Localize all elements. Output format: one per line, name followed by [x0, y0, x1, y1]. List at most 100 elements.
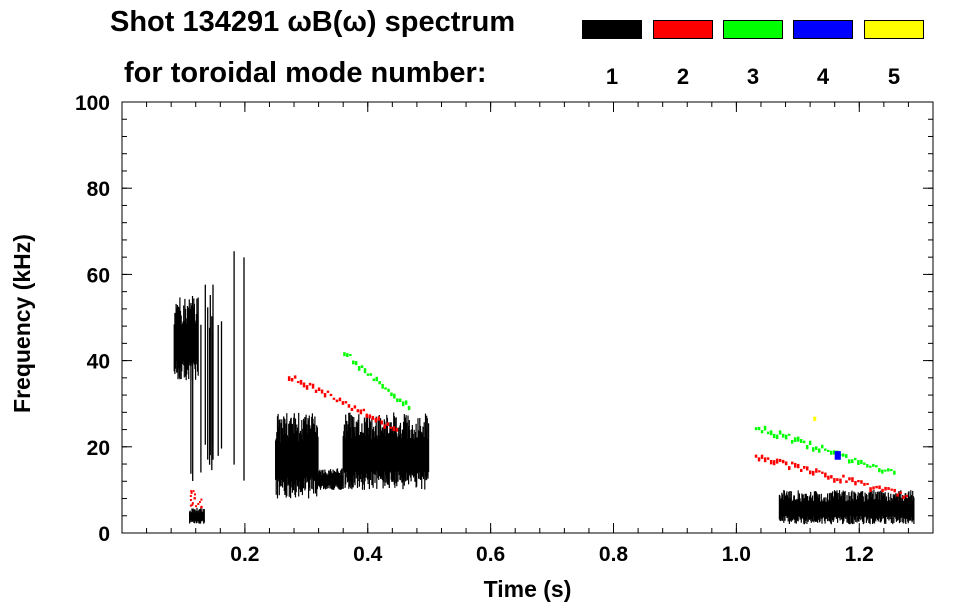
spectral-mark	[192, 490, 195, 493]
y-tick-label: 100	[75, 92, 110, 115]
spectral-mark	[794, 462, 797, 468]
spectral-mark	[760, 430, 764, 434]
spectral-mark	[311, 383, 315, 389]
spectral-mark	[190, 490, 193, 493]
spectral-mark	[781, 459, 785, 464]
spectral-mark	[341, 401, 345, 405]
spectral-mark	[372, 378, 376, 382]
spectral-mark	[371, 415, 375, 420]
spectral-mark	[824, 448, 827, 451]
spectral-mark	[395, 427, 398, 432]
spectral-mark	[834, 451, 841, 460]
spectral-mark	[896, 493, 899, 497]
spectral-mark	[833, 450, 836, 455]
spectral-mark	[396, 398, 399, 403]
region-mode-1-4	[275, 412, 319, 499]
spectral-mark	[368, 414, 372, 419]
spectral-mark	[299, 379, 303, 385]
spectral-mark	[775, 458, 779, 464]
spectral-mark	[812, 470, 815, 476]
spectral-mark	[842, 453, 845, 457]
region-mode-2-1	[189, 490, 203, 509]
spectral-mark	[375, 376, 378, 382]
spectral-mark	[836, 478, 839, 482]
spectral-mark	[854, 457, 857, 461]
spectral-mark	[866, 483, 869, 486]
spectral-mark	[347, 404, 351, 408]
spectral-mark	[287, 376, 291, 381]
spectral-mark	[872, 463, 875, 467]
spectral-mark	[359, 409, 363, 415]
spectral-mark	[352, 360, 355, 365]
spectral-mark	[827, 449, 830, 452]
chart-title: Shot 134291 ωB(ω) spectrum	[110, 6, 516, 38]
spectral-mark	[842, 474, 845, 478]
spectral-mark	[390, 392, 393, 397]
spectral-mark	[775, 434, 779, 440]
spectral-mark	[824, 472, 827, 478]
spectral-mark	[766, 431, 770, 435]
spectral-mark	[869, 465, 872, 468]
spectral-mark	[387, 388, 390, 392]
spectral-mark	[386, 422, 389, 426]
spectral-mark	[760, 454, 764, 459]
spectral-mark	[806, 466, 809, 471]
region-mode-1-3	[190, 251, 245, 481]
y-tick-label: 0	[98, 523, 110, 546]
spectral-mark	[344, 401, 348, 404]
spectral-mark	[893, 470, 896, 475]
spectral-mark	[326, 390, 330, 393]
y-tick-label: 40	[87, 351, 110, 374]
axis-ticks: 0.2 0.4 0.6 0.8 1.0 1.2 0 20 40 60 80 100	[75, 92, 934, 566]
spectral-mark	[389, 426, 392, 429]
spectral-mark	[320, 389, 324, 394]
legend-swatch-mode-3	[723, 20, 783, 39]
y-tick-label: 60	[87, 264, 110, 287]
spectral-mark	[860, 480, 863, 484]
spectral-mark	[778, 430, 782, 435]
spectral-mark	[839, 478, 842, 484]
spectral-mark	[860, 459, 863, 464]
spectral-mark	[799, 439, 803, 443]
spectral-mark	[812, 447, 815, 452]
series-mode-2	[189, 375, 908, 509]
spectral-mark	[854, 481, 857, 486]
spectral-mark	[884, 469, 887, 472]
spectral-mark	[863, 482, 866, 486]
spectral-mark	[381, 383, 384, 389]
spectral-mark	[353, 405, 357, 409]
spectral-mark	[383, 424, 386, 429]
spectral-mark	[833, 478, 836, 483]
x-tick-label: 0.2	[230, 543, 259, 566]
spectral-mark	[296, 381, 300, 384]
legend-label-mode-5: 5	[887, 64, 901, 89]
spectral-mark	[360, 365, 364, 369]
x-tick-label: 1.2	[845, 543, 874, 566]
spectral-mark	[194, 493, 196, 496]
spectral-mark	[200, 506, 203, 509]
spectral-mark	[881, 469, 884, 474]
series-mode-3	[343, 352, 896, 475]
region-mode-1-5	[318, 468, 344, 490]
spectral-mark	[863, 462, 866, 465]
spectral-mark	[818, 448, 821, 453]
spectral-mark	[793, 437, 797, 442]
spectral-mark	[366, 373, 370, 376]
spectral-mark	[191, 502, 194, 505]
region-mode-1-7	[778, 490, 915, 525]
spectral-mark	[791, 461, 794, 465]
spectral-mark	[796, 436, 800, 442]
series-mode-5	[813, 416, 817, 421]
legend-swatch-mode-5	[864, 20, 924, 39]
spectral-mark	[354, 361, 358, 366]
spectral-mark	[845, 454, 848, 458]
spectral-mark	[830, 475, 833, 479]
spectral-mark	[784, 434, 788, 440]
spectral-mark	[813, 416, 817, 421]
spectral-mark	[346, 353, 349, 358]
spectral-mark	[399, 398, 402, 402]
series-mode-4	[834, 451, 841, 460]
spectral-mark	[800, 468, 803, 472]
spectral-mark	[857, 480, 860, 483]
spectral-mark	[772, 433, 776, 439]
